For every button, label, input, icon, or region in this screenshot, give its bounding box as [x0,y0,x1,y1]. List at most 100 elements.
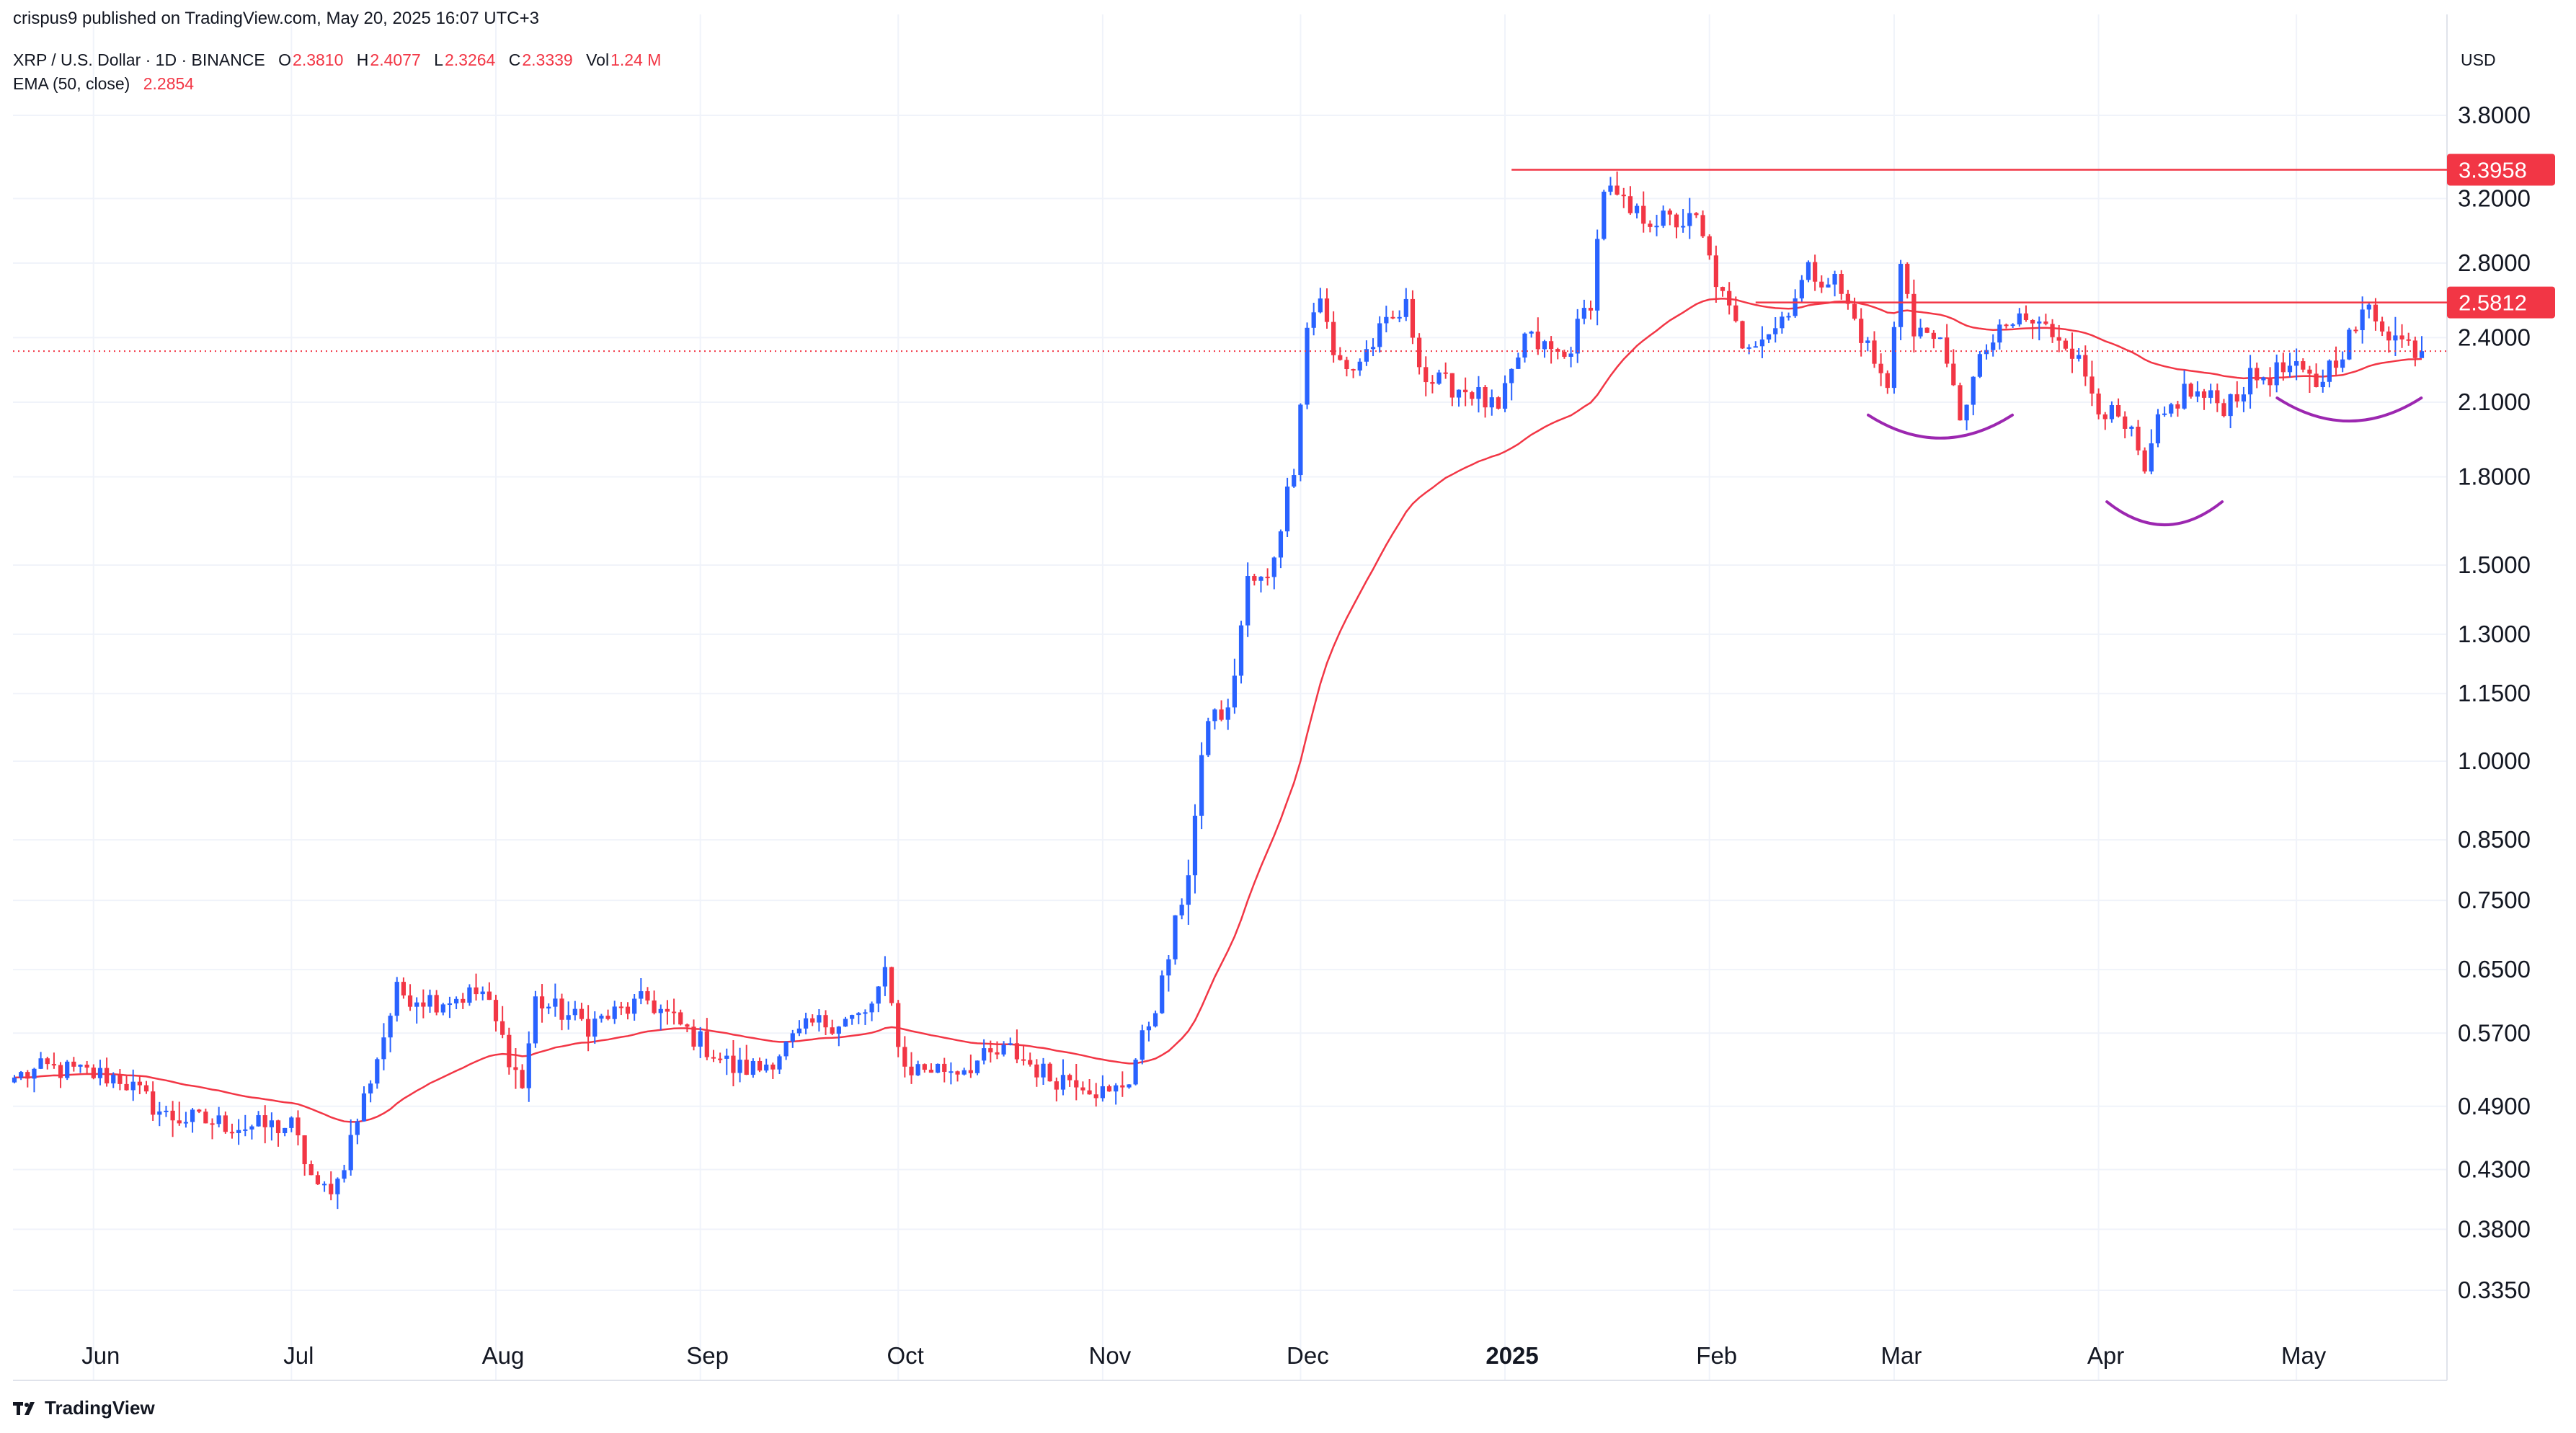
candle [539,984,545,1023]
candle [269,1112,274,1141]
candle-body [2208,390,2213,398]
candle-body [269,1120,274,1127]
candle [236,1119,241,1145]
symbol-legend[interactable]: XRP / U.S. Dollar · 1D · BINANCE O2.3810… [13,50,661,70]
candle [625,1002,631,1020]
price-tick-label: 0.3350 [2458,1277,2531,1303]
horizontal-levels[interactable]: 3.3958 2.5812 [13,154,2555,352]
candle [1331,311,1336,363]
candle-body [2195,391,2200,397]
time-tick-label: 2025 [1485,1342,1538,1369]
candle [1146,1021,1152,1042]
publish-info: crispus9 published on TradingView.com, M… [13,9,539,28]
level-price-tag-text: 2.5812 [2459,290,2527,316]
pattern-arcs[interactable] [1867,396,2423,527]
candle-body [2261,377,2266,381]
pattern-arc[interactable] [1867,413,2014,440]
candle [1298,403,1303,482]
candle [1826,278,1831,288]
candle-body [381,1037,386,1060]
candle-body [355,1121,360,1135]
candle [1937,337,1943,340]
candle-body [1687,213,1692,226]
candle-body [1173,915,1178,959]
candle-body [2399,335,2404,340]
candle [289,1116,294,1132]
pattern-arc[interactable] [2105,500,2224,527]
candle [2195,381,2200,402]
candle-body [1945,337,1950,364]
candle [2221,399,2226,418]
candle [440,1003,445,1016]
candle-body [2340,359,2345,368]
candle-body [388,1016,393,1038]
candle-body [2129,426,2134,429]
candle-body [1100,1086,1105,1099]
candle [1681,209,1686,233]
candle-body [896,1003,901,1047]
price-axis[interactable]: 3.8000 3.2000 2.8000 2.4000 2.1000 1.8000 1.50… [2458,102,2531,1303]
candle [2050,319,2055,343]
candle-body [1535,332,1540,350]
candle-body [704,1031,709,1057]
candle [1509,368,1514,401]
time-tick-label: May [2281,1342,2327,1369]
level-price-tag[interactable] [2447,286,2555,319]
candle-body [876,986,881,1004]
candle [84,1060,89,1075]
candle-body [461,998,466,1003]
candle-body [1502,383,1508,409]
candle-body [1424,367,1429,383]
candle [1562,350,1567,359]
candle [1945,324,1950,368]
tradingview-logo[interactable]: TradingView [13,1397,155,1419]
candle-body [2037,321,2042,324]
candle-body [1127,1084,1132,1088]
candle-body [2083,355,2088,377]
candle-body [1707,236,1712,256]
candle-body [1602,191,1607,239]
level-price-tag[interactable] [2447,154,2555,186]
candle [1483,385,1488,418]
currency-label[interactable]: USD [2461,50,2496,69]
candle [1390,310,1395,319]
candle-body [744,1060,749,1075]
close-value: 2.3339 [522,50,573,69]
ema-polyline [14,298,2422,1123]
candle-body [632,998,637,1014]
candle [922,1063,927,1073]
candle-body [1252,576,1257,581]
candle [731,1040,736,1086]
candle [1588,300,1594,320]
candle-body [229,1132,235,1134]
candle-body [190,1109,195,1122]
candle-body [2017,313,2022,325]
candle [1648,220,1653,233]
candle [321,1181,327,1192]
candle-body [1284,487,1290,532]
high-label: H [356,50,369,69]
time-tick-label: Jul [283,1342,314,1369]
candle [896,1000,901,1057]
candle [1502,375,1508,412]
candle-body [1568,353,1573,357]
ema-legend[interactable]: EMA (50, close) 2.2854 [13,74,194,94]
candle [1001,1041,1006,1057]
candle-body [2366,304,2371,310]
candle-body [12,1077,17,1083]
candle [19,1070,24,1081]
candle [335,1177,340,1210]
candle [1654,214,1659,236]
candle-body [414,1002,419,1007]
candle-body [2077,355,2082,359]
pattern-arc[interactable] [2275,396,2423,422]
candle-body [961,1070,967,1075]
time-axis[interactable]: Jun Jul Aug Sep Oct Nov Dec 2025 Feb Mar Apr May [81,1342,2327,1369]
candle-body [1964,404,1969,421]
candle [249,1124,254,1140]
candle [671,998,677,1025]
candle [2379,316,2385,337]
candle-body [856,1013,861,1016]
candle [1060,1059,1066,1096]
